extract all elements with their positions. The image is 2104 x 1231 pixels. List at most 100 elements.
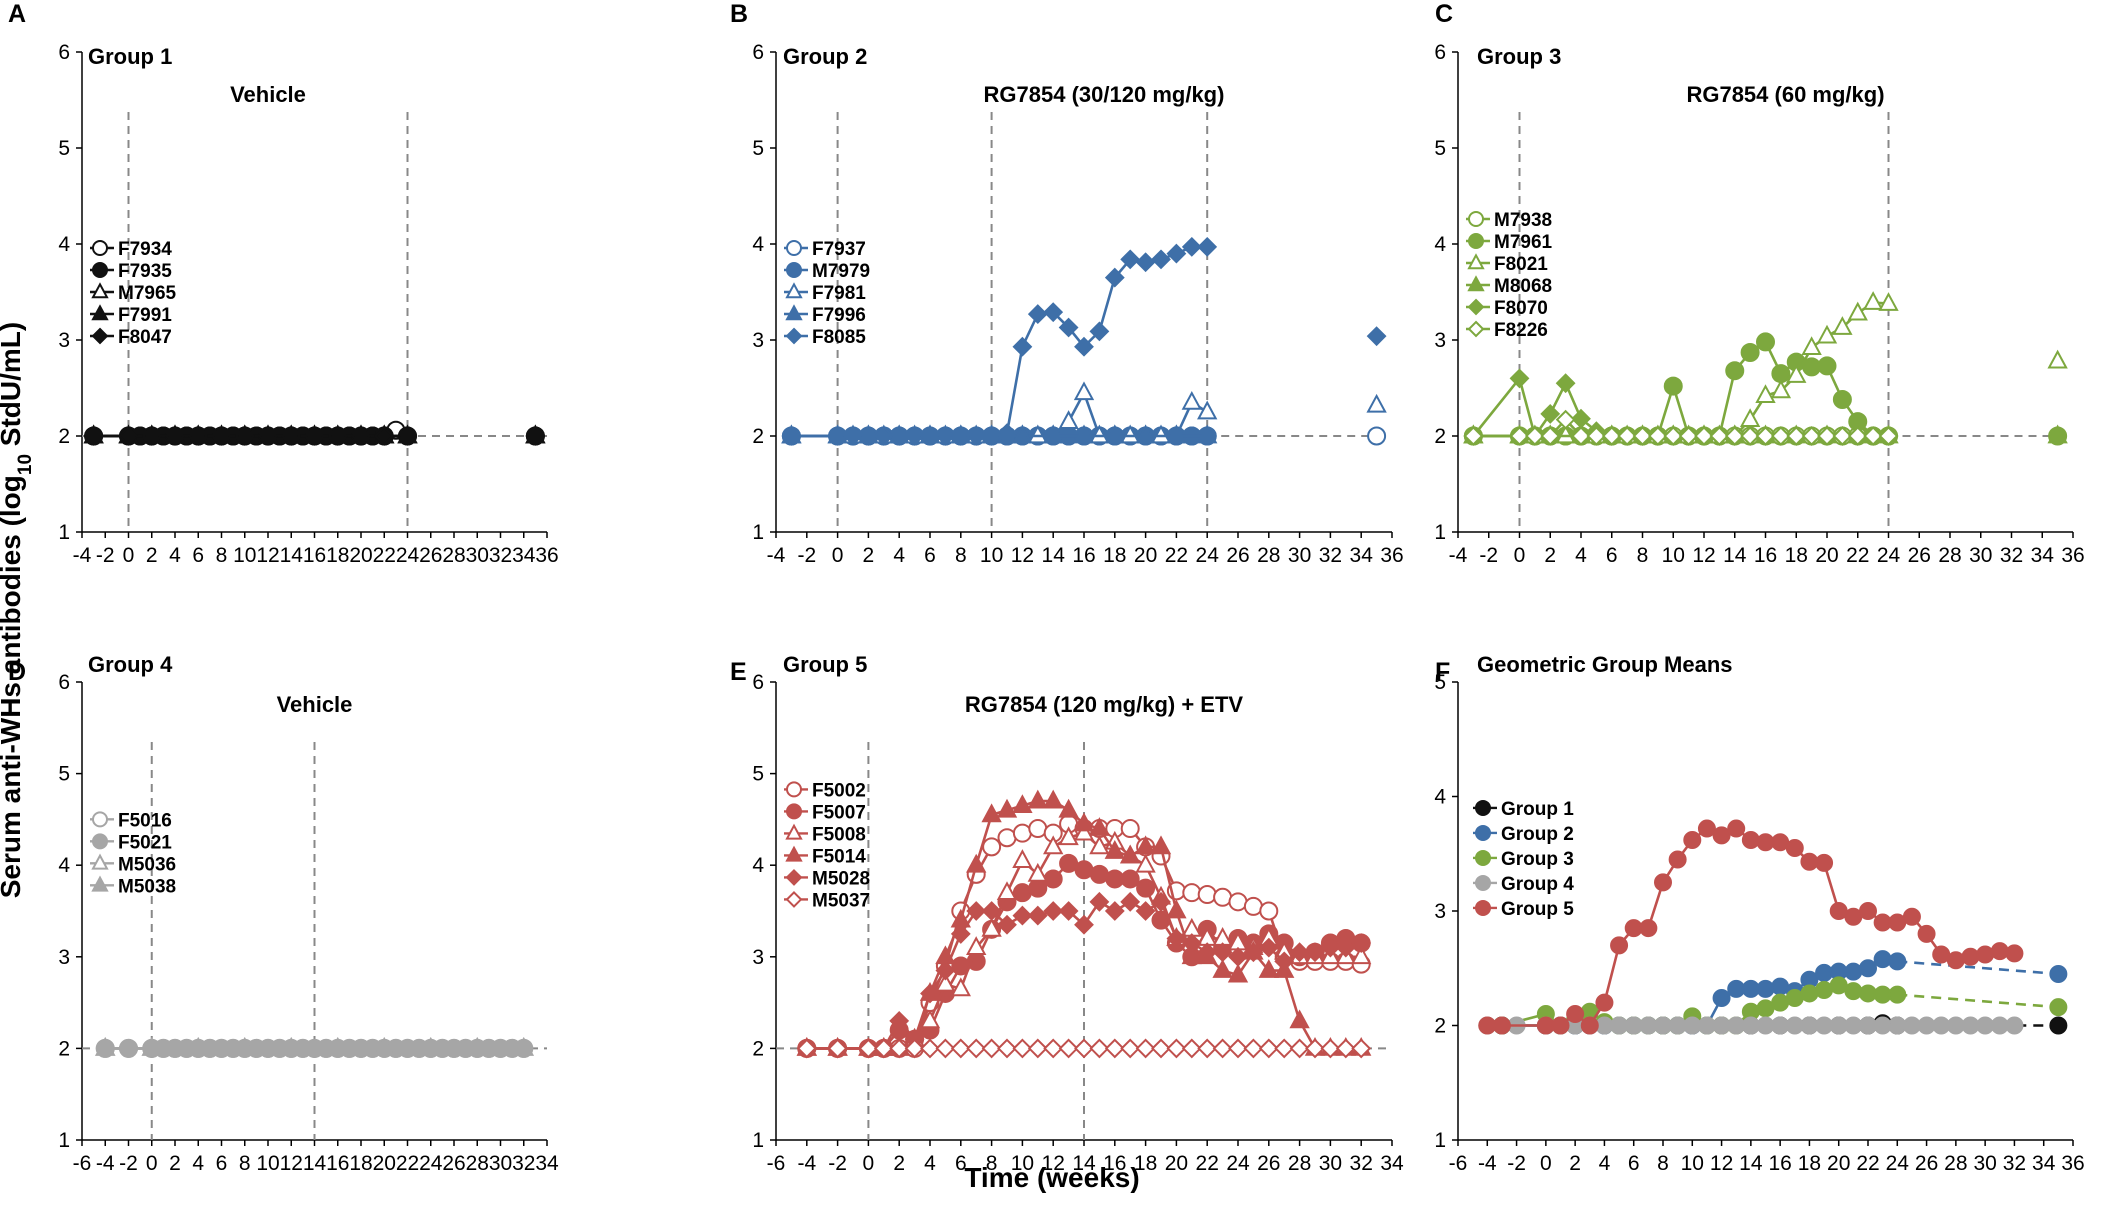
data-point [919, 1009, 941, 1029]
data-point [1181, 933, 1202, 953]
data-point [513, 1036, 534, 1056]
data-point [1366, 393, 1387, 413]
x-tick-label: 30 [466, 544, 489, 567]
series-f8021 [1463, 291, 2068, 444]
y-tick-label: 3 [1434, 900, 1446, 923]
legend-label: M7979 [812, 261, 870, 282]
x-tick-label: 16 [1072, 544, 1095, 567]
data-point [1727, 1016, 1746, 1035]
y-tick-label: 3 [752, 946, 764, 969]
data-point [1166, 928, 1187, 949]
data-point [1151, 249, 1171, 270]
legend-item: F7934 [90, 239, 172, 260]
data-point [1624, 919, 1643, 938]
data-point [1027, 789, 1048, 809]
panel-letter: F [1435, 658, 1450, 686]
data-point [1946, 1016, 1965, 1035]
x-tick-label: 28 [1944, 1152, 1967, 1175]
data-point [1873, 985, 1892, 1004]
data-point [141, 1036, 162, 1056]
x-tick-label: 30 [489, 1152, 512, 1175]
x-tick-label: 10 [1681, 1152, 1704, 1175]
legend-item: F7937 [784, 239, 866, 260]
data-point [1135, 835, 1156, 855]
data-point [1647, 426, 1668, 446]
x-tick-label: 20 [1827, 1152, 1850, 1175]
data-point [935, 426, 956, 446]
data-point [304, 426, 325, 446]
legend-marker [1475, 849, 1491, 866]
x-tick-label: 4 [924, 1152, 936, 1175]
data-point [889, 1011, 910, 1031]
x-tick-label: 14 [1723, 544, 1747, 567]
data-point [188, 426, 209, 446]
data-point [981, 803, 1002, 823]
data-point [1595, 1016, 1614, 1035]
series-m5028 [796, 891, 1372, 1059]
legend-label: F5014 [812, 846, 866, 867]
x-tick-label: 34 [2032, 1152, 2056, 1175]
y-axis-title-prefix: Serum anti-WHs antibodies (log [0, 475, 26, 898]
data-point [1571, 426, 1591, 446]
data-point [1197, 1038, 1218, 1059]
data-point [1089, 1038, 1110, 1059]
data-point [1289, 942, 1310, 963]
x-tick-label: 30 [1319, 1152, 1342, 1175]
y-axis-title-sub: 10 [15, 454, 36, 475]
data-point [1043, 1038, 1064, 1059]
data-point [1725, 361, 1745, 381]
x-tick-label: -6 [1449, 1152, 1468, 1175]
legend-item: F5016 [90, 810, 172, 831]
group-label: Group 2 [783, 44, 867, 69]
y-tick-label: 2 [752, 425, 764, 448]
data-point [1888, 913, 1907, 932]
data-point [950, 426, 971, 446]
x-tick-label: 32 [1350, 1152, 1373, 1175]
data-point [966, 936, 987, 956]
data-point [1074, 1038, 1094, 1059]
data-point [1801, 336, 1822, 356]
x-tick-label: 32 [2003, 1152, 2026, 1175]
data-point [1043, 835, 1064, 855]
data-point [1089, 321, 1110, 342]
legend-marker [785, 845, 803, 862]
data-point [327, 426, 348, 446]
data-point [1151, 1038, 1171, 1059]
legend-label: Group 3 [1501, 849, 1574, 870]
data-point [935, 960, 956, 981]
y-tick-label: 5 [1434, 671, 1446, 694]
data-point [1741, 979, 1760, 998]
y-tick-label: 6 [752, 671, 764, 694]
data-point [1166, 424, 1187, 444]
data-point [1012, 883, 1032, 903]
x-tick-label: 2 [169, 1152, 181, 1175]
legend-label: F7996 [812, 305, 866, 326]
group-label: Group 4 [88, 652, 173, 677]
x-tick-label: 12 [1042, 1152, 1065, 1175]
legend-marker [785, 282, 803, 299]
y-tick-label: 4 [752, 854, 764, 877]
x-tick-label: 8 [239, 1152, 251, 1175]
data-point [1863, 426, 1884, 446]
series-line-dashed [1897, 993, 2059, 1009]
data-point [1104, 840, 1125, 859]
series-group-5 [1478, 819, 2024, 1035]
data-point [1801, 426, 1822, 446]
data-point [966, 853, 987, 873]
data-point [981, 1038, 1002, 1059]
data-point [420, 1036, 441, 1056]
data-point [1027, 862, 1048, 882]
legend-marker [1467, 253, 1485, 270]
data-point [1043, 302, 1064, 323]
legend-marker [92, 240, 108, 256]
data-point [1227, 963, 1249, 983]
legend-marker [1467, 320, 1485, 338]
x-tick-label: 18 [349, 1152, 372, 1175]
legend-item: Group 1 [1473, 799, 1574, 820]
legend-label: F8085 [812, 327, 866, 348]
x-tick-label: 18 [1134, 1152, 1157, 1175]
data-point [1786, 426, 1807, 446]
data-point [165, 426, 185, 446]
